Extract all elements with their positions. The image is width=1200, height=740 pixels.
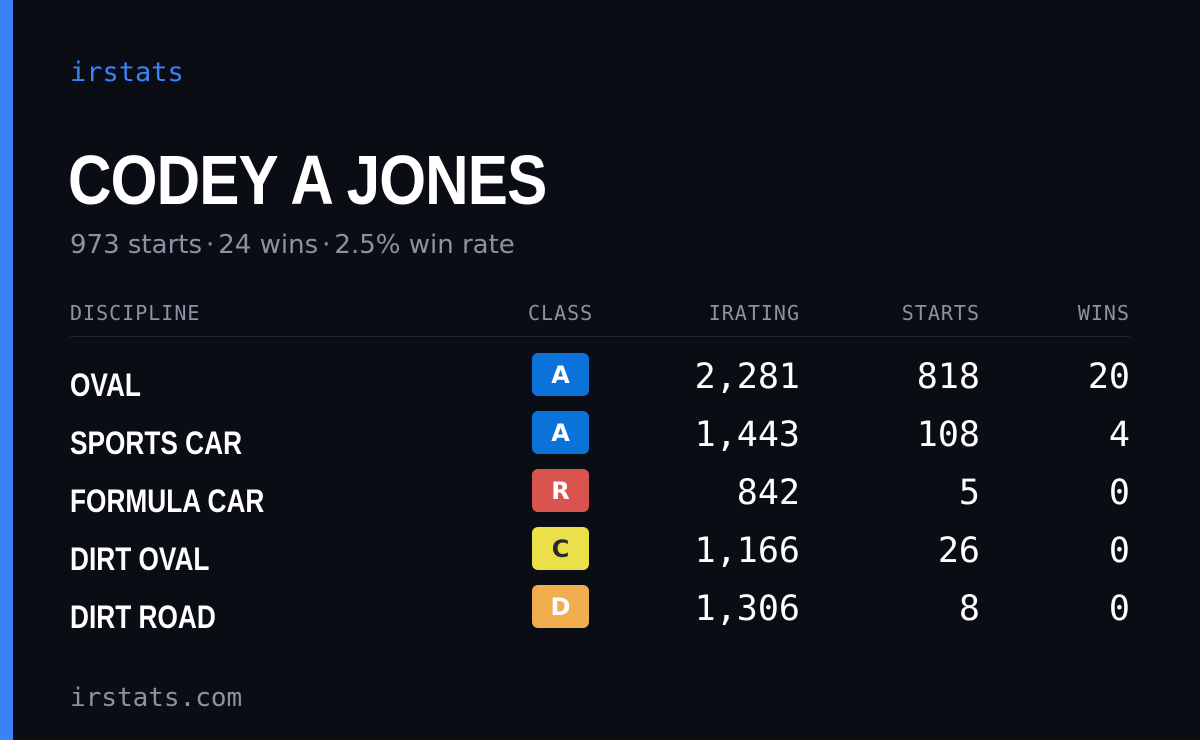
wins-value: 0 — [1108, 531, 1130, 571]
starts-summary: 973 starts — [70, 230, 202, 260]
wins-value: 20 — [1087, 357, 1130, 397]
header-discipline: DISCIPLINE — [70, 301, 201, 325]
header-starts: STARTS — [901, 301, 980, 325]
starts-value: 5 — [958, 473, 980, 513]
table-row: DIRT OVAL C 1,166 26 0 — [70, 527, 1130, 585]
accent-bar — [0, 0, 13, 740]
footer-url: irstats.com — [70, 683, 243, 713]
table-row: SPORTS CAR A 1,443 108 4 — [70, 411, 1130, 469]
driver-name: CODEY A JONES — [68, 141, 547, 219]
irating-value: 1,166 — [694, 531, 800, 571]
starts-value: 8 — [958, 589, 980, 629]
starts-value: 818 — [916, 357, 980, 397]
license-class-badge: A — [532, 411, 589, 454]
separator: · — [206, 230, 215, 260]
wins-value: 4 — [1108, 415, 1130, 455]
irating-value: 1,306 — [694, 589, 800, 629]
starts-value: 108 — [916, 415, 980, 455]
discipline-name: OVAL — [70, 367, 141, 403]
wins-value: 0 — [1108, 473, 1130, 513]
license-class-badge: C — [532, 527, 589, 570]
discipline-name: DIRT ROAD — [70, 599, 216, 635]
license-class-badge: R — [532, 469, 589, 512]
discipline-name: SPORTS CAR — [70, 425, 243, 461]
license-class-badge: A — [532, 353, 589, 396]
table-header: DISCIPLINE CLASS IRATING STARTS WINS — [70, 296, 1130, 337]
starts-value: 26 — [937, 531, 980, 571]
stats-table: DISCIPLINE CLASS IRATING STARTS WINS OVA… — [70, 296, 1130, 643]
irating-value: 2,281 — [694, 357, 800, 397]
discipline-name: FORMULA CAR — [70, 483, 265, 519]
brand-logo: irstats — [70, 57, 184, 88]
driver-summary: 973 starts · 24 wins · 2.5% win rate — [70, 228, 515, 262]
table-row: DIRT ROAD D 1,306 8 0 — [70, 585, 1130, 643]
table-row: FORMULA CAR R 842 5 0 — [70, 469, 1130, 527]
irating-value: 1,443 — [694, 415, 800, 455]
irating-value: 842 — [736, 473, 800, 513]
license-class-badge: D — [532, 585, 589, 628]
separator: · — [322, 230, 331, 260]
discipline-name: DIRT OVAL — [70, 541, 210, 577]
table-row: OVAL A 2,281 818 20 — [70, 353, 1130, 411]
header-wins: WINS — [1077, 301, 1130, 325]
winrate-summary: 2.5% win rate — [334, 230, 515, 260]
wins-summary: 24 wins — [218, 230, 319, 260]
table-body: OVAL A 2,281 818 20 SPORTS CAR A 1,443 1… — [70, 337, 1130, 643]
wins-value: 0 — [1108, 589, 1130, 629]
header-irating: IRATING — [708, 301, 800, 325]
header-class: CLASS — [528, 301, 594, 325]
